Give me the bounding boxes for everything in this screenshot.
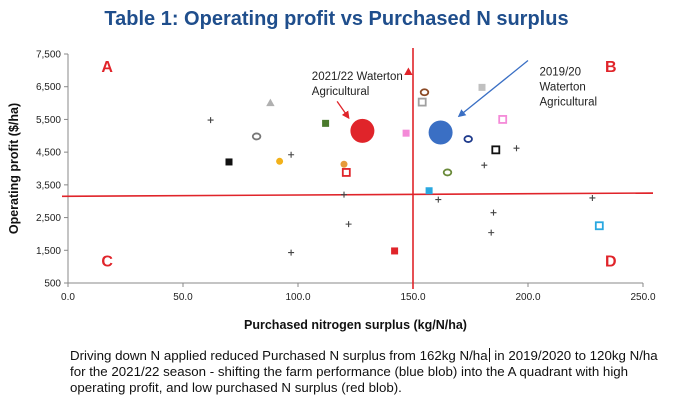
data-point-plus — [490, 209, 497, 216]
quadrant-label: A — [101, 59, 113, 76]
highlight-arrow — [457, 60, 529, 118]
data-point-square — [425, 187, 433, 195]
horizontal-reference-line — [61, 192, 654, 198]
x-tick-label: 0.0 — [61, 292, 75, 303]
y-axis-label: Operating profit ($/ha) — [7, 103, 21, 234]
data-point-plus — [481, 162, 488, 169]
y-tick-label: 6,500 — [36, 82, 61, 93]
highlight-blob — [350, 118, 375, 143]
data-point-hollow-square — [498, 115, 508, 124]
quadrant-label: B — [605, 59, 617, 76]
data-point-square — [402, 129, 410, 137]
quadrant-label: C — [101, 254, 113, 271]
chart-title: Table 1: Operating profit vs Purchased N… — [104, 8, 569, 30]
y-tick-label: 3,500 — [36, 180, 61, 191]
data-point-plus — [341, 191, 347, 198]
data-point-triangle — [266, 98, 275, 107]
highlight-label-line: 2021/22 Waterton — [312, 71, 403, 83]
y-tick-label: 4,500 — [36, 148, 61, 159]
scatter-chart: 500 1,500 2,500 3,500 4,500 5,500 6,500 7,500 0.… — [7, 48, 656, 332]
data-point-plus — [288, 151, 295, 158]
chart-caption: Driving down N applied reduced Purchased… — [70, 348, 670, 396]
data-point-plus — [488, 229, 495, 236]
x-tick-label: 50.0 — [173, 292, 193, 303]
data-point-plus — [207, 117, 214, 124]
data-point-hollow-square — [417, 97, 427, 107]
highlight-label-line: 2019/20 — [540, 66, 582, 78]
y-tick-label: 7,500 — [36, 50, 61, 61]
data-point-square — [322, 119, 330, 127]
text-cursor — [488, 348, 490, 362]
data-point-ring — [442, 168, 453, 177]
x-axis-label: Purchased nitrogen surplus (kg/N/ha) — [244, 318, 467, 332]
data-point-square — [225, 158, 233, 166]
x-tick-label: 100.0 — [285, 292, 310, 303]
x-tick-label: 150.0 — [400, 292, 425, 303]
data-point-ring — [463, 135, 473, 143]
highlight-label-line: Waterton — [540, 81, 586, 93]
data-point-triangle — [404, 67, 413, 75]
highlight-label-line: Agricultural — [540, 96, 598, 108]
data-point-dot — [276, 157, 284, 165]
x-tick-label: 250.0 — [630, 292, 655, 303]
data-point-dot — [340, 160, 348, 168]
y-tick-label: 2,500 — [36, 213, 61, 224]
caption-text-part-1: Driving down N applied reduced Purchased… — [70, 348, 488, 363]
quadrant-label: D — [605, 254, 617, 271]
highlight-label-line: Agricultural — [312, 86, 370, 98]
highlight-arrow — [336, 101, 350, 120]
data-point-plus — [589, 194, 596, 201]
caption-text-part-2: in 2019/2020 to 120kg N/ha for the 2021/… — [70, 348, 658, 395]
data-point-hollow-square — [491, 145, 501, 155]
y-tick-label: 5,500 — [36, 115, 61, 126]
data-point-hollow-square — [341, 168, 351, 177]
y-tick-label: 1,500 — [36, 246, 61, 257]
data-point-square — [391, 247, 399, 255]
data-point-plus — [288, 249, 295, 256]
data-point-ring — [419, 88, 430, 97]
data-point-square — [478, 83, 486, 91]
data-point-plus — [345, 221, 352, 228]
y-tick-label: 500 — [44, 279, 61, 290]
data-point-hollow-square — [594, 221, 604, 231]
data-point-plus — [513, 145, 520, 152]
x-tick-label: 200.0 — [515, 292, 540, 303]
data-point-ring — [251, 132, 262, 141]
highlight-blob — [428, 120, 453, 145]
data-point-plus — [435, 196, 442, 203]
